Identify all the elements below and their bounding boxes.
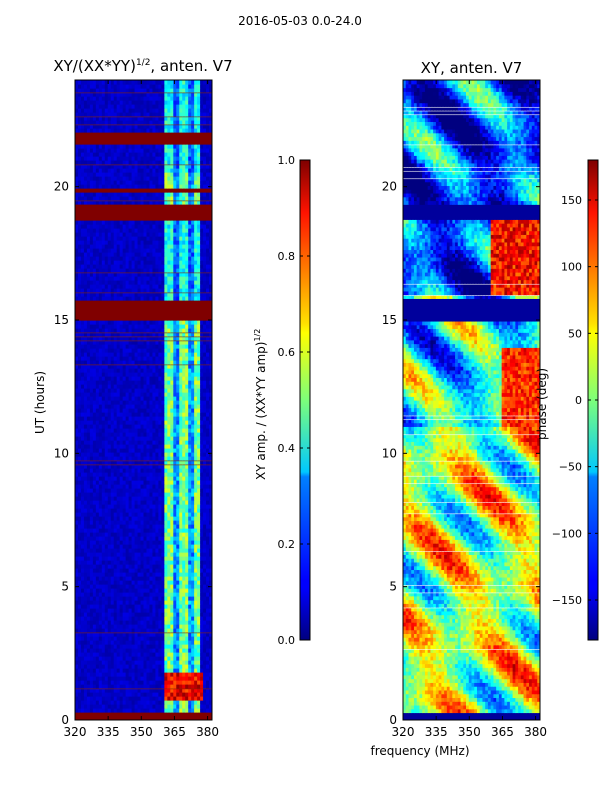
xtick-label: 335 <box>425 725 448 739</box>
amplitude-heatmap <box>75 80 213 721</box>
colorbar-tick-label: 0.4 <box>278 442 296 455</box>
colorbar-tick-label: −100 <box>552 527 582 540</box>
xtick-label: 350 <box>130 725 153 739</box>
ytick-label: 15 <box>54 313 69 327</box>
ytick-label: 5 <box>61 580 69 594</box>
xtick-label: 365 <box>163 725 186 739</box>
colorbar-tick-label: 50 <box>568 327 582 340</box>
ytick-label: 10 <box>382 446 397 460</box>
ytick-label: 15 <box>382 313 397 327</box>
ytick-label: 0 <box>61 713 69 727</box>
colorbar-tick-label: 0.6 <box>278 346 296 359</box>
phase-panel-title: XY, anten. V7 <box>380 59 563 77</box>
amplitude-ylabel: UT (hours) <box>33 371 47 434</box>
colorbar-tick-label: 0.0 <box>278 634 296 647</box>
phase-colorbar-label: phase (deg) <box>535 368 549 440</box>
xtick-label: 335 <box>97 725 120 739</box>
ytick-label: 5 <box>389 580 397 594</box>
colorbar-tick-label: −50 <box>559 461 582 474</box>
xtick-label: 320 <box>64 725 87 739</box>
xtick-label: 365 <box>491 725 514 739</box>
shared-xlabel: frequency (MHz) <box>340 744 500 758</box>
amplitude-title-suffix: , anten. V7 <box>150 57 232 75</box>
ytick-label: 20 <box>54 180 69 194</box>
ytick-label: 20 <box>382 180 397 194</box>
amplitude-panel-title: XY/(XX*YY)1/2, anten. V7 <box>40 57 246 75</box>
ytick-label: 0 <box>389 713 397 727</box>
xtick-label: 380 <box>524 725 547 739</box>
colorbar-tick-label: 0.8 <box>278 250 296 263</box>
colorbar-tick-label: −150 <box>552 594 582 607</box>
ytick-label: 10 <box>54 446 69 460</box>
colorbar-tick-label: 100 <box>561 261 582 274</box>
colorbar-tick-label: 150 <box>561 194 582 207</box>
colorbar-tick-label: 1.0 <box>278 154 296 167</box>
colorbar-tick-label: 0.2 <box>278 538 296 551</box>
figure-suptitle: 2016-05-03 0.0-24.0 <box>0 14 600 28</box>
amplitude-colorbar-label-exponent: 1/2 <box>253 329 262 342</box>
phase-heatmap <box>403 80 541 721</box>
xtick-label: 320 <box>392 725 415 739</box>
xtick-label: 350 <box>458 725 481 739</box>
amplitude-title-exponent: 1/2 <box>136 58 150 68</box>
amplitude-colorbar <box>300 160 310 640</box>
colorbar-tick-label: 0 <box>575 394 582 407</box>
amplitude-title-main: XY/(XX*YY) <box>53 57 136 75</box>
amplitude-colorbar-label-main: XY amp. / (XX*YY amp) <box>254 342 268 480</box>
amplitude-colorbar-label: XY amp. / (XX*YY amp)1/2 <box>253 329 268 480</box>
xtick-label: 380 <box>196 725 219 739</box>
